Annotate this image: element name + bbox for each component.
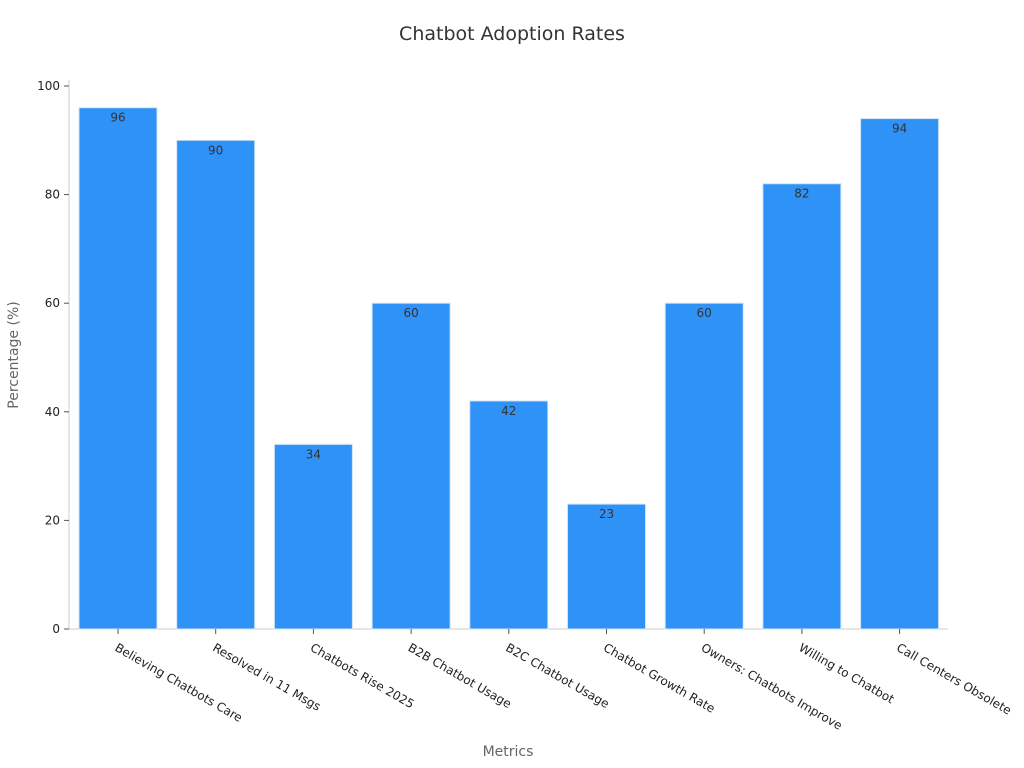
x-axis-label: Metrics bbox=[483, 744, 534, 760]
y-tick-label: 0 bbox=[52, 622, 60, 636]
bar-value-label: 82 bbox=[794, 187, 809, 201]
bar bbox=[762, 183, 842, 630]
y-tick-label: 40 bbox=[45, 405, 60, 419]
bar-value-label: 90 bbox=[208, 143, 223, 157]
bars-group bbox=[78, 107, 940, 630]
bar bbox=[176, 139, 256, 630]
x-tick-label: B2B Chatbot Usage bbox=[406, 640, 514, 711]
bar-value-label: 60 bbox=[403, 306, 418, 320]
bar-value-label: 23 bbox=[599, 507, 614, 521]
bar bbox=[371, 302, 451, 630]
bar bbox=[273, 443, 353, 630]
y-tick-label: 100 bbox=[37, 79, 60, 93]
chart-title: Chatbot Adoption Rates bbox=[399, 23, 625, 45]
x-tick-label: Willing to Chatbot bbox=[796, 640, 896, 706]
bar bbox=[567, 503, 646, 630]
y-tick-label: 60 bbox=[45, 296, 60, 310]
bar-value-label: 60 bbox=[697, 306, 712, 320]
bar-value-label: 94 bbox=[892, 122, 907, 136]
bar bbox=[78, 107, 158, 630]
bar bbox=[860, 118, 940, 630]
bar bbox=[664, 302, 744, 630]
bar-labels-group: 96 90 34 60 42 23 60 82 94 bbox=[110, 111, 907, 521]
bar bbox=[469, 400, 549, 630]
y-tick-label: 80 bbox=[45, 188, 60, 202]
bar-value-label: 96 bbox=[110, 111, 125, 125]
y-axis-label: Percentage (%) bbox=[6, 301, 22, 408]
x-tick-label: Call Centers Obsolete bbox=[894, 640, 1014, 717]
x-tick-label: B2C Chatbot Usage bbox=[503, 640, 611, 711]
bar-value-label: 42 bbox=[501, 404, 516, 418]
y-tick-label: 20 bbox=[45, 513, 60, 527]
x-tick-label: Chatbots Rise 2025 bbox=[308, 640, 417, 711]
y-ticks-group: 0 20 40 60 80 100 bbox=[37, 79, 69, 636]
bar-value-label: 34 bbox=[306, 447, 321, 461]
